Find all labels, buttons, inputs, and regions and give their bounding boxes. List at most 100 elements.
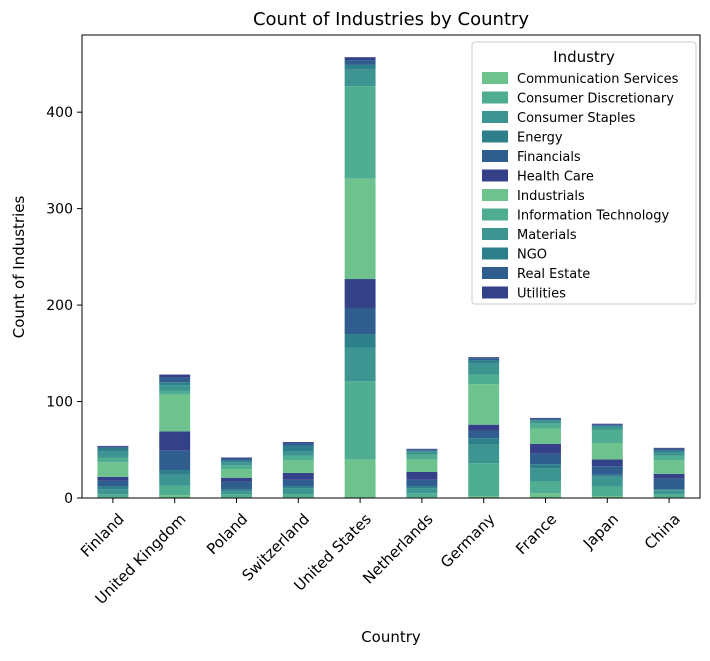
bar-segment: [653, 489, 685, 491]
bar-segment: [653, 494, 685, 498]
x-tick-label: Germany: [437, 510, 499, 572]
legend-title: Industry: [553, 48, 615, 66]
bar-segment: [221, 458, 252, 461]
bar-segment: [282, 443, 314, 446]
bar-segment: [530, 464, 561, 469]
bar-segment: [221, 469, 252, 478]
bar-segment: [406, 450, 438, 452]
bar-segment: [406, 471, 438, 480]
bar-segment: [344, 60, 376, 65]
bar-segment: [344, 347, 376, 382]
legend-swatch: [482, 130, 508, 143]
legend-label: Financials: [517, 150, 581, 165]
legend-swatch: [482, 228, 508, 240]
plot-frame: [81, 34, 701, 499]
bar-segment: [282, 442, 314, 444]
bar-segment: [530, 428, 561, 444]
bar-segment: [653, 460, 685, 474]
bar-segment: [159, 474, 191, 486]
legend-swatch: [482, 189, 508, 201]
y-tick-label: 100: [46, 395, 73, 411]
bar-segment: [221, 460, 252, 463]
bar-segment: [406, 488, 438, 494]
bar-segment: [97, 494, 129, 498]
bar-segment: [282, 479, 314, 487]
legend-label: Real Estate: [517, 267, 590, 282]
bar-segment: [653, 448, 685, 451]
legend-label: Utilities: [517, 287, 566, 302]
bar-segment: [344, 64, 376, 70]
legend-frame: [471, 41, 697, 305]
bar-segment: [159, 374, 191, 378]
bar-segment: [591, 496, 623, 498]
bar-segment: [591, 424, 623, 426]
bar-segment: [221, 462, 252, 466]
bar-segment: [653, 447, 685, 449]
y-axis-label: Count of Industries: [10, 196, 28, 339]
legend-swatch: [482, 267, 508, 279]
bar-segment: [282, 494, 314, 498]
bar-segment: [530, 453, 561, 465]
bar-segment: [221, 494, 252, 498]
bar-segment: [221, 457, 252, 459]
legend-label: NGO: [517, 248, 547, 263]
bar-segment: [344, 459, 376, 498]
legend-label: Consumer Discretionary: [517, 92, 674, 107]
bar-segment: [406, 451, 438, 455]
bar-segment: [221, 491, 252, 495]
x-axis-label: Country: [361, 628, 421, 646]
y-tick-label: 400: [46, 105, 73, 121]
bar-segment: [591, 466, 623, 475]
bar-segment: [468, 374, 500, 385]
bar-segment: [344, 86, 376, 179]
bar-segment: [344, 279, 376, 308]
bar-segment: [344, 307, 376, 335]
bar-segment: [468, 360, 500, 363]
bar-segment: [406, 486, 438, 489]
x-tick-label: Poland: [203, 510, 251, 558]
bar-segment: [591, 425, 623, 427]
bar-segment: [468, 358, 500, 361]
bar-segment: [344, 334, 376, 348]
legend-swatch: [482, 150, 508, 162]
bar-segment: [97, 447, 129, 452]
bar-segment: [591, 429, 623, 444]
bar-segment: [406, 493, 438, 498]
bar-segment: [221, 489, 252, 492]
legend-label: Materials: [517, 228, 577, 243]
legend-label: Information Technology: [517, 209, 670, 224]
legend: Industry Communication Services Consumer …: [471, 41, 697, 305]
bar-segment: [468, 384, 500, 425]
bar-segment: [282, 488, 314, 495]
bar-segment: [468, 496, 500, 498]
bar-segment: [97, 445, 129, 447]
bar-segment: [653, 452, 685, 456]
bar-segment: [591, 426, 623, 430]
bar-segment: [97, 480, 129, 487]
legend-label: Communication Services: [517, 72, 679, 87]
bar-segment: [591, 459, 623, 467]
y-tick-label: 300: [46, 202, 73, 218]
bar-segment: [468, 362, 500, 375]
bar-segment: [97, 462, 129, 477]
bar-segment: [530, 418, 561, 420]
y-tick-label: 0: [64, 491, 73, 507]
bar-segment: [468, 430, 500, 439]
bar-segment: [591, 423, 623, 425]
bar-segment: [530, 423, 561, 429]
bar-segment: [591, 486, 623, 497]
bar-segment: [530, 420, 561, 424]
x-tick-label: Finland: [77, 510, 128, 561]
bar-segment: [159, 431, 191, 451]
bar-segment: [591, 474, 623, 477]
bar-segment: [159, 450, 191, 471]
bar-segment: [591, 443, 623, 460]
bar-segment: [468, 463, 500, 497]
legend-swatch: [482, 111, 508, 123]
legend-label: Consumer Staples: [517, 111, 636, 126]
x-tick-label: China: [641, 510, 684, 553]
legend-swatch: [482, 91, 508, 104]
bar-segment: [159, 390, 191, 395]
bar-segment: [406, 448, 438, 450]
